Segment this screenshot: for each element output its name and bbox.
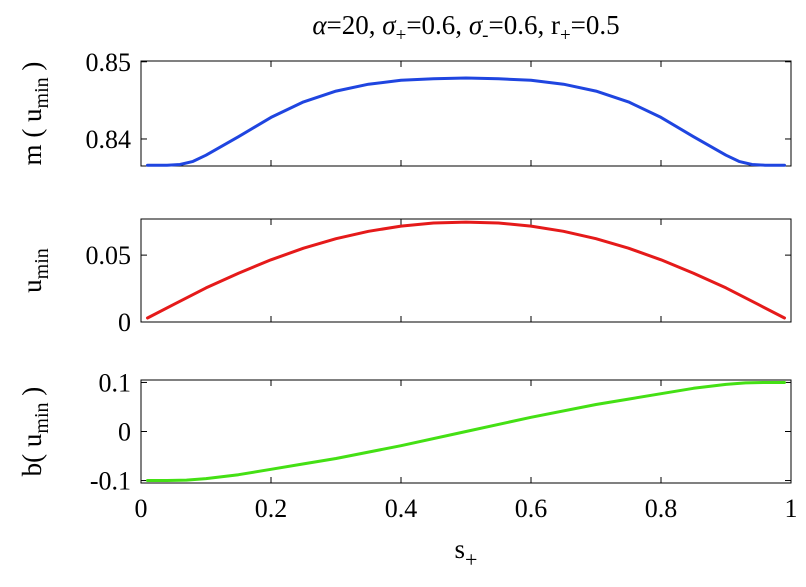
- subplot-3: -0.100.10 0.2 0.4 0.6 0.8 1b( umin ): [17, 368, 798, 523]
- y-tick-label: 0.85: [86, 48, 132, 77]
- y-axis-label: b( umin ): [17, 387, 53, 477]
- x-tick-label: 0.4: [385, 494, 418, 523]
- x-tick-label: 0.8: [645, 494, 678, 523]
- y-tick-label: 0.84: [86, 125, 132, 154]
- x-axis-label: s+: [455, 534, 478, 572]
- subplot-2: 0 0.05 umin: [17, 218, 792, 337]
- subplot-1: 0.84 0.85 m ( umin ): [17, 48, 792, 167]
- axes-box: [140, 218, 792, 323]
- y-tick-label: 0.1: [99, 368, 132, 397]
- series-line-2: [146, 220, 786, 320]
- y-axis-label: m ( umin ): [17, 62, 53, 166]
- y-axis-label: umin: [17, 248, 53, 293]
- y-tick-label: 0.05: [86, 241, 132, 270]
- x-tick-label: 1: [785, 494, 798, 523]
- x-tick-label: 0.6: [515, 494, 548, 523]
- x-tick-label: 0: [135, 494, 148, 523]
- y-tick-label: 0: [118, 418, 131, 447]
- series-line-1: [146, 76, 786, 167]
- chart-title: α=20, σ+=0.6, σ-=0.6, r+=0.5: [312, 10, 619, 46]
- y-tick-label: -0.1: [90, 467, 131, 496]
- x-tick-label: 0.2: [255, 494, 288, 523]
- axes-box: [140, 60, 792, 167]
- y-tick-label: 0: [118, 308, 131, 337]
